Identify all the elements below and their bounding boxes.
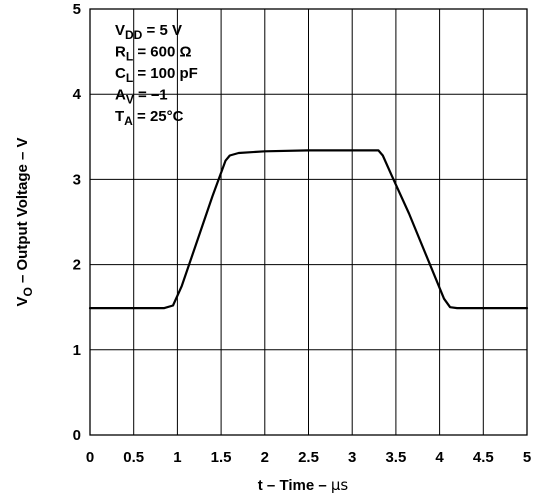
y-tick-label: 3 bbox=[73, 171, 81, 188]
condition-subscript: A bbox=[124, 114, 133, 128]
y-tick-labels: 0 1 2 3 4 5 bbox=[73, 1, 82, 444]
x-tick-label: 0 bbox=[86, 449, 94, 466]
condition-symbol: A bbox=[115, 87, 126, 104]
condition-value: = 600 Ω bbox=[133, 44, 191, 61]
condition-line: RL = 600 Ω bbox=[115, 44, 192, 64]
plot-frame bbox=[89, 8, 528, 436]
condition-value: = 25°C bbox=[133, 108, 184, 125]
y-tick-label: 4 bbox=[73, 86, 82, 103]
x-tick-label: 5 bbox=[523, 449, 531, 466]
condition-symbol: V bbox=[115, 22, 125, 39]
x-axis-title-unit: μs bbox=[331, 476, 349, 494]
x-tick-label: 4 bbox=[435, 449, 444, 466]
condition-symbol: T bbox=[115, 108, 124, 125]
y-axis-title: VO – Output Voltage – V bbox=[14, 137, 35, 306]
x-tick-label: 1 bbox=[173, 449, 181, 466]
condition-line: TA = 25°C bbox=[115, 108, 184, 128]
x-tick-label: 3.5 bbox=[385, 449, 406, 466]
x-tick-label: 4.5 bbox=[473, 449, 494, 466]
condition-value: = 100 pF bbox=[133, 65, 198, 82]
condition-line: CL = 100 pF bbox=[115, 65, 198, 85]
condition-line: AV = –1 bbox=[115, 87, 168, 107]
y-axis-title-var: V bbox=[14, 297, 31, 307]
y-tick-label: 1 bbox=[73, 342, 81, 359]
x-tick-label: 3 bbox=[348, 449, 356, 466]
x-tick-label: 1.5 bbox=[211, 449, 232, 466]
condition-value: = –1 bbox=[134, 87, 168, 104]
x-axis-title: t – Time – μs bbox=[258, 476, 349, 494]
condition-subscript: L bbox=[126, 71, 133, 85]
y-tick-label: 0 bbox=[73, 427, 81, 444]
y-axis-title-sub: O bbox=[21, 287, 35, 296]
x-tick-label: 0.5 bbox=[123, 449, 144, 466]
condition-subscript: DD bbox=[125, 28, 143, 42]
condition-symbol: C bbox=[115, 65, 126, 82]
condition-subscript: V bbox=[126, 93, 134, 107]
x-tick-label: 2 bbox=[261, 449, 269, 466]
y-tick-label: 5 bbox=[73, 1, 81, 18]
x-axis-title-main: t – Time – bbox=[258, 477, 331, 494]
condition-symbol: R bbox=[115, 44, 126, 61]
x-tick-labels: 0 0.5 1 1.5 2 2.5 3 3.5 4 4.5 5 bbox=[86, 449, 531, 466]
y-tick-label: 2 bbox=[73, 257, 81, 274]
condition-subscript: L bbox=[126, 50, 133, 64]
y-axis-title-rest: – Output Voltage – V bbox=[14, 137, 31, 287]
condition-line: VDD = 5 V bbox=[115, 22, 182, 42]
condition-value: = 5 V bbox=[142, 22, 182, 39]
output-voltage-curve bbox=[88, 149, 529, 310]
grid bbox=[90, 9, 527, 435]
x-tick-label: 2.5 bbox=[298, 449, 319, 466]
